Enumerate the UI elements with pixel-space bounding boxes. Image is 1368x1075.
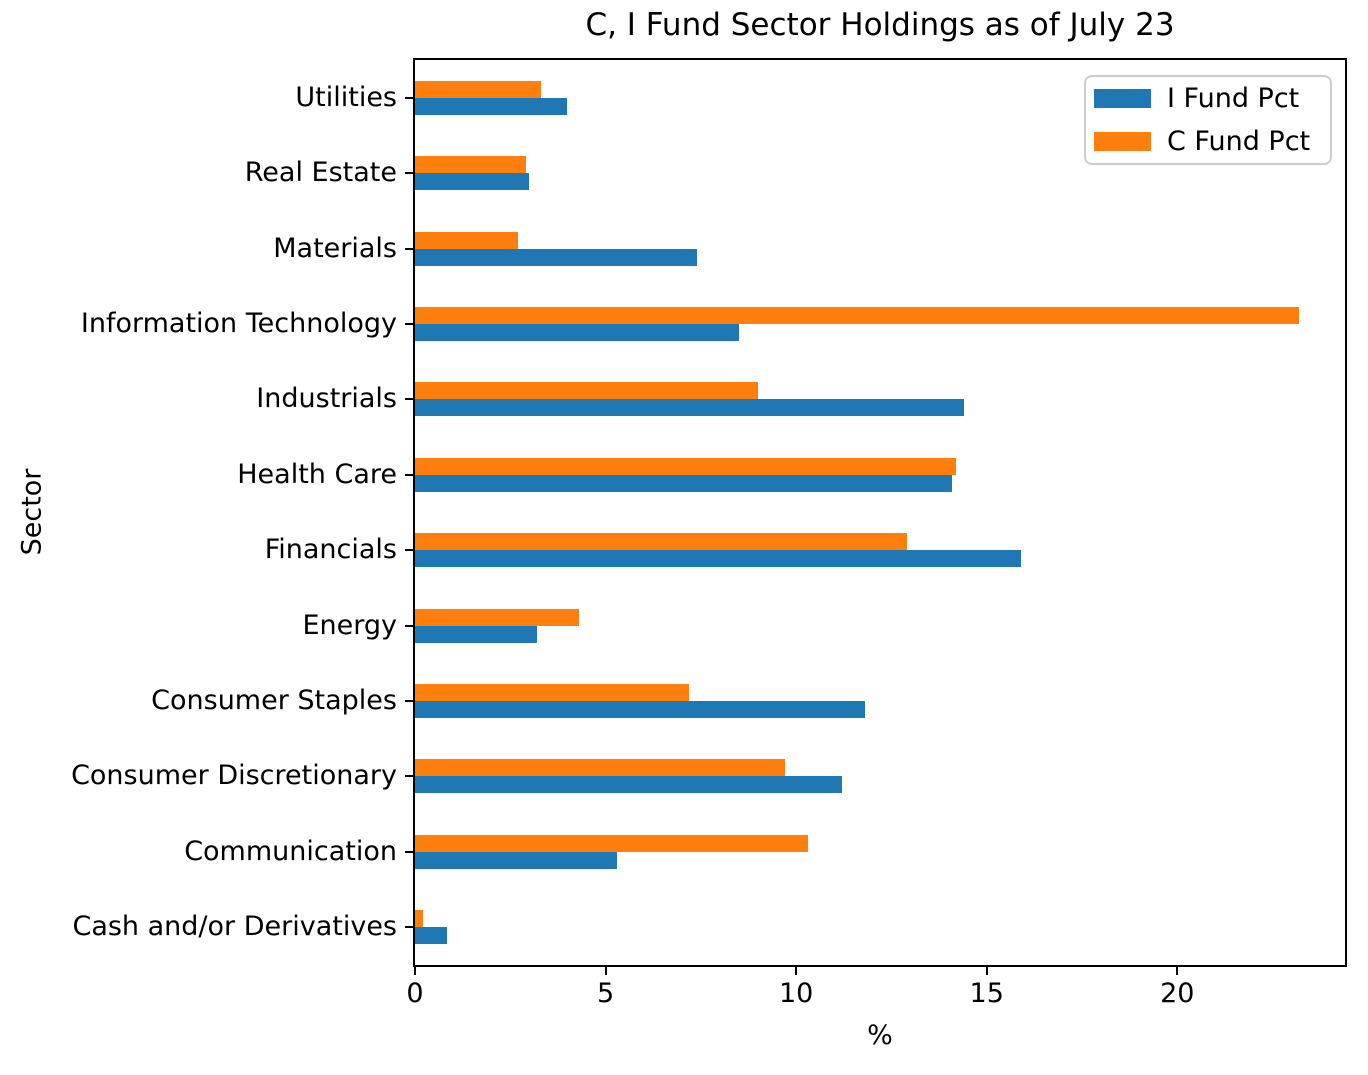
bar-c-fund-pct-communication: [415, 834, 808, 852]
legend-item-c-fund: C Fund Pct: [1094, 128, 1330, 155]
y-tick-label-financials: Financials: [264, 534, 397, 566]
legend-item-i-fund: I Fund Pct: [1094, 85, 1330, 112]
y-tick-label-communication: Communication: [184, 835, 397, 867]
x-tick-5: [604, 967, 607, 975]
bar-c-fund-pct-cash-and-or-derivatives: [415, 910, 423, 928]
bar-i-fund-pct-consumer-staples: [415, 700, 865, 718]
i-fund-swatch: [1094, 89, 1151, 108]
chart-title: C, I Fund Sector Holdings as of July 23: [585, 7, 1175, 43]
x-tick-labels: 0 5 10 15 20: [406, 978, 1345, 1012]
category-group-communication: [415, 814, 1345, 889]
x-tick-15: [985, 967, 988, 975]
y-tick-utilities: [405, 96, 413, 99]
x-tick-label-5: 5: [596, 978, 615, 1009]
y-tick-energy: [405, 624, 413, 627]
bar-c-fund-pct-consumer-discretionary: [415, 759, 785, 777]
y-tick-label-health-care: Health Care: [237, 458, 397, 490]
y-tick-label-information-technology: Information Technology: [80, 307, 397, 339]
x-ticks: [414, 967, 1345, 975]
x-tick-label-15: 15: [969, 978, 1004, 1009]
y-tick-information-technology: [405, 322, 413, 325]
bar-i-fund-pct-financials: [415, 550, 1022, 568]
y-tick-label-utilities: Utilities: [295, 81, 397, 113]
y-tick-consumer-discretionary: [405, 775, 413, 778]
category-group-cash-and-or-derivatives: [415, 889, 1345, 964]
bar-i-fund-pct-utilities: [415, 97, 568, 115]
bar-c-fund-pct-information-technology: [415, 306, 1300, 324]
y-tick-label-consumer-discretionary: Consumer Discretionary: [71, 760, 397, 792]
x-tick-label-10: 10: [778, 978, 814, 1009]
y-tick-financials: [405, 549, 413, 552]
x-axis-title: %: [867, 1020, 893, 1051]
y-tick-label-materials: Materials: [273, 232, 397, 264]
bar-i-fund-pct-energy: [415, 625, 537, 643]
bar-i-fund-pct-information-technology: [415, 323, 739, 341]
bar-i-fund-pct-cash-and-or-derivatives: [415, 927, 448, 945]
legend: I Fund Pct C Fund Pct: [1084, 75, 1332, 165]
bar-c-fund-pct-energy: [415, 608, 579, 626]
y-tick-label-real-estate: Real Estate: [244, 157, 397, 189]
bar-c-fund-pct-financials: [415, 533, 907, 551]
bar-c-fund-pct-industrials: [415, 382, 759, 400]
bar-c-fund-pct-utilities: [415, 80, 541, 98]
x-tick-10: [795, 967, 798, 975]
legend-label-i-fund: I Fund Pct: [1167, 83, 1300, 114]
plot-area: [413, 58, 1347, 967]
category-group-consumer-staples: [415, 663, 1345, 738]
bar-c-fund-pct-real-estate: [415, 156, 526, 174]
legend-label-c-fund: C Fund Pct: [1167, 126, 1311, 157]
y-tick-label-industrials: Industrials: [256, 383, 397, 415]
y-tick-consumer-staples: [405, 700, 413, 703]
bar-i-fund-pct-materials: [415, 248, 698, 266]
category-group-energy: [415, 588, 1345, 663]
y-tick-health-care: [405, 473, 413, 476]
bar-i-fund-pct-consumer-discretionary: [415, 776, 842, 794]
y-tick-label-consumer-staples: Consumer Staples: [151, 685, 397, 717]
category-group-health-care: [415, 437, 1345, 512]
y-tick-materials: [405, 247, 413, 250]
y-tick-cash-and-or-derivatives: [405, 926, 413, 929]
bar-i-fund-pct-real-estate: [415, 173, 530, 191]
y-tick-label-energy: Energy: [302, 609, 397, 641]
category-group-information-technology: [415, 286, 1345, 361]
category-group-industrials: [415, 362, 1345, 437]
x-tick-label-0: 0: [406, 978, 424, 1009]
bar-c-fund-pct-health-care: [415, 457, 957, 475]
y-tick-label-cash-and-or-derivatives: Cash and/or Derivatives: [72, 911, 397, 943]
c-fund-swatch: [1094, 132, 1151, 151]
y-tick-labels: Utilities Real Estate Materials Information…: [0, 60, 397, 965]
bar-i-fund-pct-health-care: [415, 474, 953, 492]
category-group-consumer-discretionary: [415, 739, 1345, 814]
x-tick-label-20: 20: [1160, 978, 1195, 1009]
category-group-utilities: [415, 60, 1345, 135]
y-tick-industrials: [405, 398, 413, 401]
bar-c-fund-pct-materials: [415, 231, 518, 249]
x-tick-20: [1176, 967, 1179, 975]
bar-i-fund-pct-industrials: [415, 399, 964, 417]
category-group-real-estate: [415, 135, 1345, 210]
y-tick-real-estate: [405, 172, 413, 175]
category-group-financials: [415, 512, 1345, 587]
y-tick-communication: [405, 850, 413, 853]
bar-i-fund-pct-communication: [415, 851, 617, 869]
x-tick-0: [414, 967, 416, 975]
bar-c-fund-pct-consumer-staples: [415, 683, 690, 701]
y-ticks: [405, 60, 413, 965]
category-group-materials: [415, 211, 1345, 286]
